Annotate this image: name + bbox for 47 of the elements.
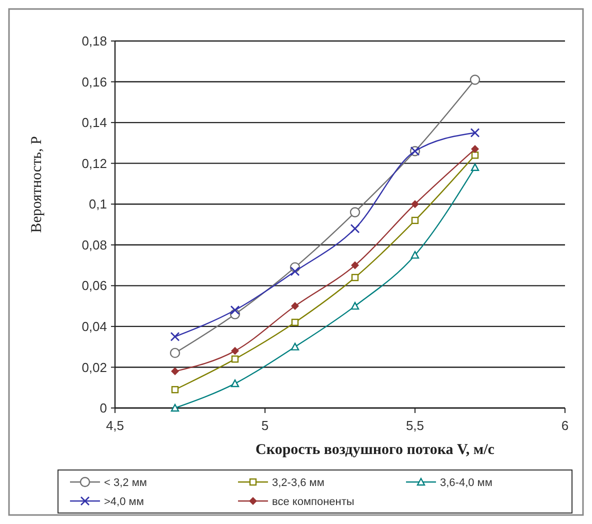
point [471,152,479,159]
x-tick-label: 5,5 [406,418,424,433]
legend-label: 3,2-3,6 мм [272,476,324,489]
y-tick-label: 0,04 [82,318,107,334]
point [470,163,480,172]
y-tick-label: 0,16 [82,74,107,90]
point [170,332,180,342]
y-axis-title: Вероятность, Р [29,136,45,233]
point [470,128,480,138]
x-tick-label: 6 [561,418,569,433]
point [171,386,179,394]
point [411,216,419,224]
y-tick-label: 0,02 [82,360,107,375]
point [471,145,479,154]
point [350,302,360,310]
point [351,261,359,270]
legend-label: < 3,2 мм [104,476,147,489]
y-tick-label: 0 [100,400,107,416]
legend-label: 3,6-4,0 мм [440,476,492,489]
x-axis-title: Скорость воздушного потока V, м/с [256,442,495,458]
point [350,207,360,218]
point [351,274,359,282]
point [230,379,240,388]
point [291,318,299,326]
y-tick-label: 0,12 [82,156,107,171]
y-tick-label: 0,1 [88,196,107,212]
legend-label: все компоненты [272,496,354,508]
y-tick-label: 0,14 [82,115,107,130]
point [291,302,299,310]
y-tick-label: 0,08 [82,237,107,252]
point [350,224,360,234]
point [411,200,419,208]
y-tick-label: 0,06 [82,278,107,294]
x-tick-label: 5 [261,418,269,433]
legend-label: >4,0 мм [104,496,144,508]
point [470,74,480,85]
point [231,355,239,363]
point [230,305,240,315]
point [290,342,300,350]
point [410,250,420,259]
x-tick-label: 4,5 [106,418,124,433]
point [170,404,180,412]
point [231,346,239,355]
point [290,266,300,276]
y-tick-label: 0,18 [82,34,107,49]
point [171,367,179,376]
point [170,348,180,358]
